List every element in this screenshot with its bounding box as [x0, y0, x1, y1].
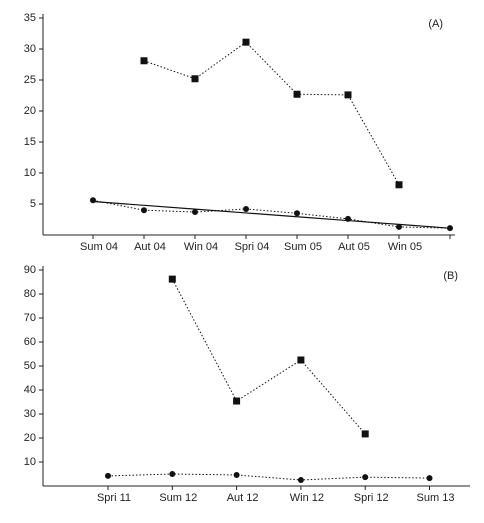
marker-square: [168, 275, 176, 283]
x-tick-label: Spri 11: [97, 492, 131, 504]
series-line: [143, 41, 400, 186]
x-tick-label: Spri 12: [354, 492, 389, 504]
marker-square: [297, 356, 305, 364]
marker-circle: [105, 472, 111, 479]
y-tick-label: 10: [24, 456, 36, 468]
marker-square: [242, 38, 250, 46]
series-line: [171, 278, 366, 435]
y-tick-label: 60: [24, 336, 36, 348]
x-tick-label: Win 12: [290, 492, 324, 504]
marker-square: [191, 75, 199, 83]
y-tick-label: 80: [24, 288, 36, 300]
marker-square: [395, 181, 403, 189]
marker-circle: [90, 197, 96, 204]
y-tick-label: 35: [24, 12, 36, 24]
y-tick-label: 20: [24, 432, 36, 444]
marker-circle: [243, 205, 249, 212]
y-tick-label: 70: [24, 312, 36, 324]
y-tick-label: 50: [24, 360, 36, 372]
marker-circle: [426, 475, 433, 482]
y-tick-label: 30: [24, 43, 36, 55]
x-tick-label: Win 05: [388, 241, 422, 253]
y-tick-label: 25: [24, 74, 36, 86]
marker-square: [344, 91, 352, 99]
y-tick-label: 40: [24, 384, 36, 396]
x-tick-label: Aut 04: [134, 241, 166, 253]
marker-circle: [362, 474, 369, 481]
y-tick-label: 20: [24, 105, 36, 117]
marker-square: [233, 397, 241, 405]
x-tick-label: Aut 12: [227, 492, 259, 504]
y-tick-label: 90: [24, 264, 36, 276]
marker-square: [361, 430, 369, 438]
x-tick-label: Sum 05: [284, 241, 322, 253]
y-tick-label: 15: [24, 136, 36, 148]
marker-circle: [169, 471, 176, 477]
x-tick-label: Sum 04: [80, 241, 118, 253]
x-tick-label: Aut 05: [338, 241, 370, 253]
y-tick-label: 5: [30, 198, 36, 210]
series-line: [92, 200, 451, 229]
x-tick-label: Win 04: [184, 241, 218, 253]
series-line: [92, 199, 451, 229]
annotation: (B): [443, 270, 458, 282]
series-line: [107, 473, 430, 481]
marker-circle: [141, 207, 147, 214]
marker-circle: [396, 223, 402, 230]
marker-circle: [297, 477, 304, 483]
x-tick-label: Spri 04: [235, 241, 270, 253]
x-tick-label: Sum 12: [159, 492, 197, 504]
y-tick-label: 30: [24, 408, 36, 420]
y-tick-label: 10: [24, 167, 36, 179]
marker-circle: [294, 210, 300, 217]
annotation: (A): [428, 18, 443, 30]
marker-square: [140, 57, 148, 65]
x-tick-label: Sum 13: [417, 492, 455, 504]
marker-circle: [192, 209, 198, 216]
marker-circle: [233, 471, 240, 478]
marker-square: [293, 90, 301, 98]
